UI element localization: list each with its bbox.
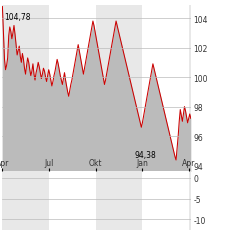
Text: 104,78: 104,78 (4, 13, 31, 22)
Bar (96, 6, 142, 172)
Bar (96, 172, 142, 230)
Bar (189, 172, 191, 230)
Bar (49, 6, 96, 172)
Bar (49, 172, 96, 230)
Bar (142, 6, 189, 172)
Text: 94,38: 94,38 (135, 150, 156, 159)
Bar (189, 6, 191, 172)
Bar (142, 172, 189, 230)
Bar (2, 6, 49, 172)
Bar (2, 172, 49, 230)
